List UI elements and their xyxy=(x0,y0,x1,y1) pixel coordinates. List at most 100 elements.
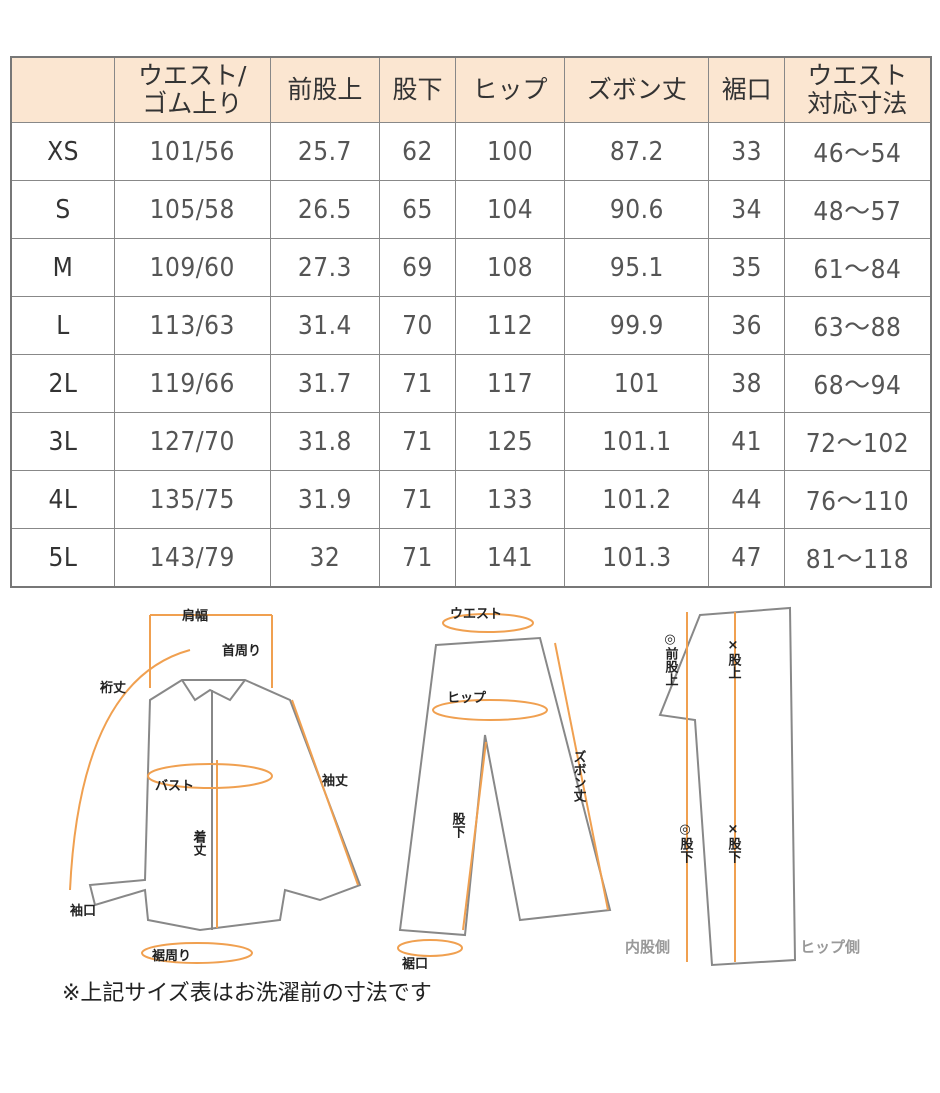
label-inner-side: 内股側 xyxy=(625,938,670,956)
table-cell: 141 xyxy=(454,528,566,588)
column-header: ウエスト 対応寸法 xyxy=(783,56,932,123)
table-cell: 95.1 xyxy=(564,238,710,297)
label-hem: 裾周り xyxy=(152,948,191,964)
table-cell: 87.2 xyxy=(564,122,710,181)
table-cell: 25.7 xyxy=(269,122,381,181)
table-cell: 113/63 xyxy=(114,296,271,355)
table-cell: 109/60 xyxy=(114,238,271,297)
table-cell: 31.7 xyxy=(269,354,381,413)
table-cell: 27.3 xyxy=(269,238,381,297)
table-cell: 26.5 xyxy=(269,180,381,239)
table-cell: 72～102 xyxy=(783,412,932,471)
size-label: L xyxy=(10,296,115,355)
label-pants-hem: 裾口 xyxy=(402,956,428,972)
table-cell: 47 xyxy=(708,528,785,588)
label-hip-side: ヒップ側 xyxy=(800,938,860,956)
table-cell: 31.9 xyxy=(269,470,381,529)
table-row: 2L 119/66 31.7 71 117 101 38 68～94 xyxy=(10,354,932,413)
table-cell: 38 xyxy=(708,354,785,413)
table-cell: 117 xyxy=(454,354,566,413)
table-cell: 105/58 xyxy=(114,180,271,239)
table-cell: 34 xyxy=(708,180,785,239)
table-cell: 71 xyxy=(379,470,456,529)
table-cell: 61～84 xyxy=(783,238,932,297)
table-cell: 62 xyxy=(379,122,456,181)
label-bust: バスト xyxy=(155,779,194,794)
size-label: S xyxy=(10,180,115,239)
label-hip: ヒップ xyxy=(447,691,487,706)
table-cell: 104 xyxy=(454,180,566,239)
table-cell: 90.6 xyxy=(564,180,710,239)
table-cell: 135/75 xyxy=(114,470,271,529)
label-inseam-inner: ◎股下 xyxy=(678,822,694,864)
label-neck: 首周り xyxy=(222,643,261,659)
column-header: 裾口 xyxy=(708,56,785,123)
size-label: M xyxy=(10,238,115,297)
table-row: 4L 135/75 31.9 71 133 101.2 44 76～110 xyxy=(10,470,932,529)
size-table: ウエスト/ ゴム上り 前股上 股下 ヒップ ズボン丈 裾口 ウエスト 対応寸法 XS 101/… xyxy=(10,56,932,588)
table-cell: 71 xyxy=(379,354,456,413)
table-cell: 101/56 xyxy=(114,122,271,181)
table-cell: 63～88 xyxy=(783,296,932,355)
label-pants-length: ズボン丈 xyxy=(571,749,587,803)
measure-lines xyxy=(69,612,736,964)
size-label: 3L xyxy=(10,412,115,471)
table-row: 3L 127/70 31.8 71 125 101.1 41 72～102 xyxy=(10,412,932,471)
column-header: 股下 xyxy=(379,56,456,123)
table-cell: 125 xyxy=(454,412,566,471)
table-cell: 44 xyxy=(708,470,785,529)
pants-outline xyxy=(398,636,612,937)
size-label: XS xyxy=(10,122,115,181)
table-cell: 143/79 xyxy=(114,528,271,588)
label-front-rise: ◎前股上 xyxy=(663,632,679,686)
table-cell: 119/66 xyxy=(114,354,271,413)
table-cell: 65 xyxy=(379,180,456,239)
measurement-diagram: 肩幅 首周り 裄丈 バスト 着丈 袖丈 袖口 裾周り ウエスト ヒップ 股下 ズ… xyxy=(69,606,860,972)
shirt-outline xyxy=(88,679,362,932)
table-cell: 70 xyxy=(379,296,456,355)
table-cell: 36 xyxy=(708,296,785,355)
label-sleeve: 袖丈 xyxy=(322,773,348,789)
label-inseam: 股下 xyxy=(450,812,466,839)
column-header: ヒップ xyxy=(454,56,566,123)
table-cell: 46～54 xyxy=(783,122,932,181)
table-cell: 35 xyxy=(708,238,785,297)
table-cell: 81～118 xyxy=(783,528,932,588)
table-cell: 31.4 xyxy=(269,296,381,355)
table-cell: 100 xyxy=(454,122,566,181)
label-inseam-outer: ×股下 xyxy=(726,822,742,864)
table-cell: 33 xyxy=(708,122,785,181)
label-waist: ウエスト xyxy=(450,607,502,622)
size-label: 2L xyxy=(10,354,115,413)
table-cell: 101.1 xyxy=(564,412,710,471)
table-cell: 112 xyxy=(454,296,566,355)
table-cell: 71 xyxy=(379,412,456,471)
table-cell: 101.2 xyxy=(564,470,710,529)
size-label: 5L xyxy=(10,528,115,588)
label-shoulder: 肩幅 xyxy=(182,608,208,624)
table-row: M 109/60 27.3 69 108 95.1 35 61～84 xyxy=(10,238,932,297)
footnote: ※上記サイズ表はお洗濯前の寸法です xyxy=(62,981,432,1006)
header-row: ウエスト/ ゴム上り 前股上 股下 ヒップ ズボン丈 裾口 ウエスト 対応寸法 xyxy=(10,56,932,123)
table-cell: 99.9 xyxy=(564,296,710,355)
label-yuki: 裄丈 xyxy=(99,680,126,696)
table-cell: 48～57 xyxy=(783,180,932,239)
table-row: 5L 143/79 32 71 141 101.3 47 81～118 xyxy=(10,528,932,588)
table-cell: 68～94 xyxy=(783,354,932,413)
table-cell: 101.3 xyxy=(564,528,710,588)
table-cell: 32 xyxy=(269,528,381,588)
label-cuff: 袖口 xyxy=(70,903,96,919)
pants-side-outline xyxy=(658,606,797,967)
table-row: S 105/58 26.5 65 104 90.6 34 48～57 xyxy=(10,180,932,239)
table-cell: 71 xyxy=(379,528,456,588)
column-header: ウエスト/ ゴム上り xyxy=(114,56,271,123)
table-cell: 101 xyxy=(564,354,710,413)
table-cell: 41 xyxy=(708,412,785,471)
column-header xyxy=(10,56,115,123)
table-cell: 76～110 xyxy=(783,470,932,529)
table-cell: 69 xyxy=(379,238,456,297)
table-row: L 113/63 31.4 70 112 99.9 36 63～88 xyxy=(10,296,932,355)
size-label: 4L xyxy=(10,470,115,529)
table-cell: 133 xyxy=(454,470,566,529)
column-header: ズボン丈 xyxy=(564,56,710,123)
